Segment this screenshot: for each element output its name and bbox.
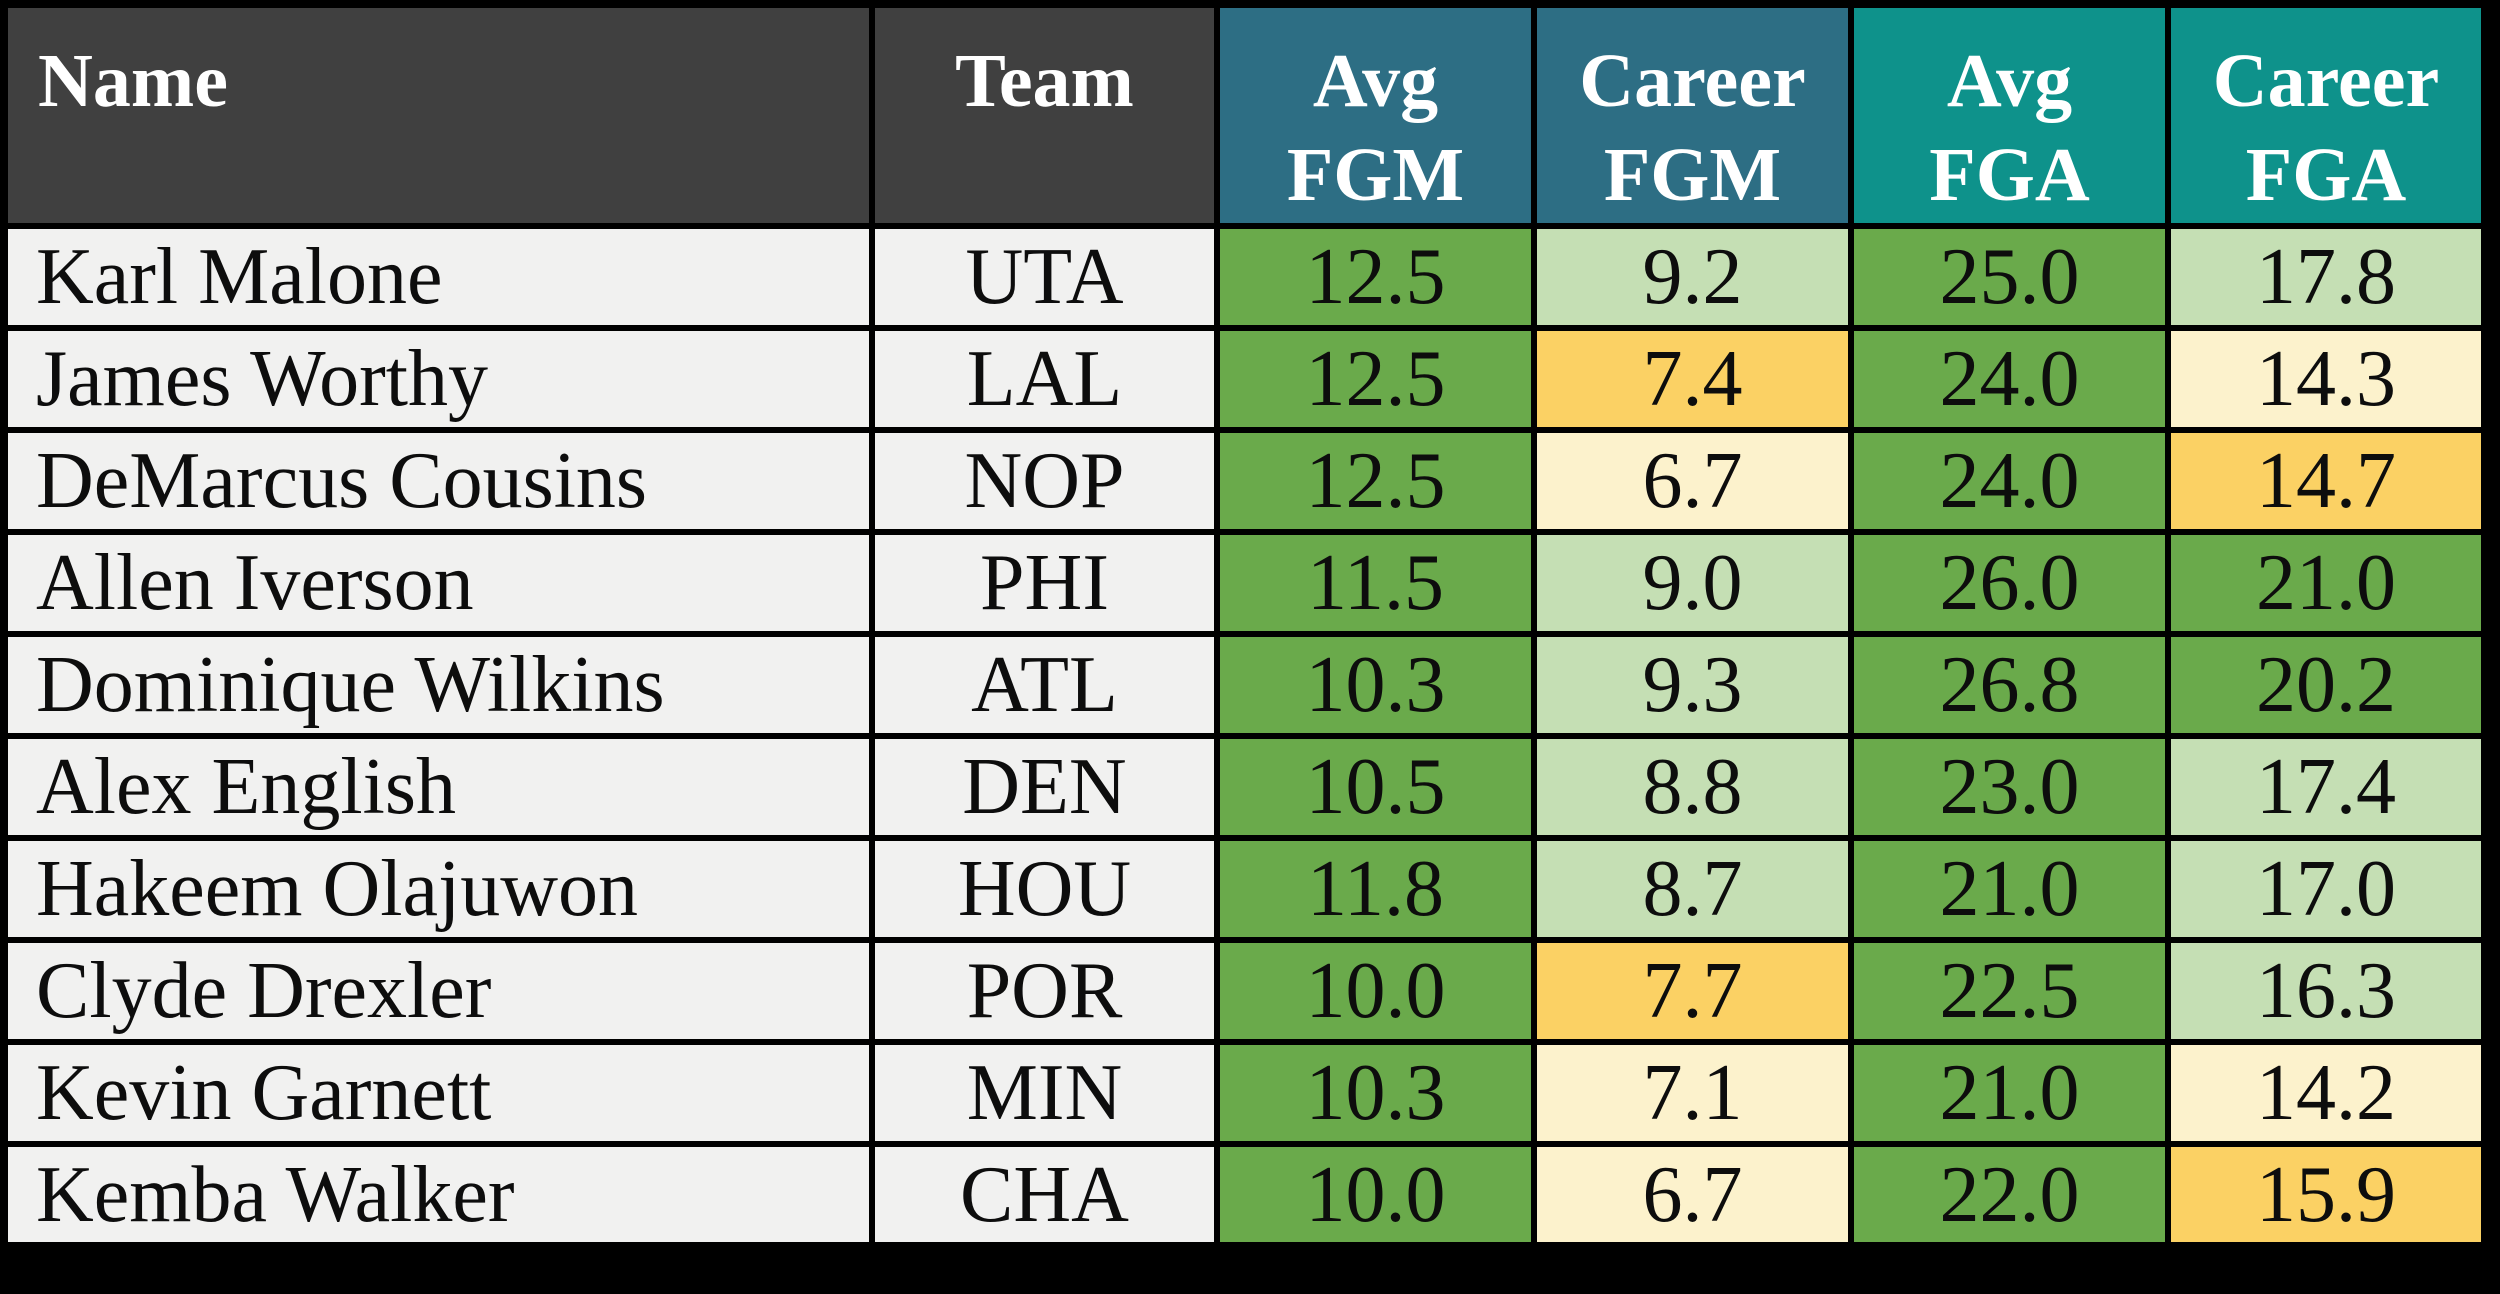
column-header-avg-fga: Avg FGA — [1848, 1, 2171, 229]
cell-avg-fgm: 11.8 — [1214, 835, 1537, 943]
cell-player-name: Alex English — [1, 733, 875, 841]
cell-avg-fga: 26.8 — [1848, 631, 2171, 739]
table-row: DeMarcus Cousins NOP 12.5 6.7 24.0 14.7 — [1, 427, 2488, 535]
cell-career-fgm: 9.3 — [1531, 631, 1854, 739]
cell-career-fga: 14.3 — [2165, 325, 2488, 433]
cell-avg-fga: 24.0 — [1848, 325, 2171, 433]
cell-player-name: Hakeem Olajuwon — [1, 835, 875, 943]
cell-career-fga: 21.0 — [2165, 529, 2488, 637]
table-row: Allen Iverson PHI 11.5 9.0 26.0 21.0 — [1, 529, 2488, 637]
table-row: Kevin Garnett MIN 10.3 7.1 21.0 14.2 — [1, 1039, 2488, 1147]
cell-player-name: Karl Malone — [1, 223, 875, 331]
column-header-career-fgm: Career FGM — [1531, 1, 1854, 229]
cell-team: PHI — [869, 529, 1220, 637]
cell-team: CHA — [869, 1141, 1220, 1249]
cell-avg-fga: 22.0 — [1848, 1141, 2171, 1249]
cell-player-name: Clyde Drexler — [1, 937, 875, 1045]
cell-avg-fgm: 10.5 — [1214, 733, 1537, 841]
cell-team: UTA — [869, 223, 1220, 331]
table-row: Karl Malone UTA 12.5 9.2 25.0 17.8 — [1, 223, 2488, 331]
cell-avg-fgm: 12.5 — [1214, 427, 1537, 535]
cell-player-name: DeMarcus Cousins — [1, 427, 875, 535]
cell-career-fgm: 9.0 — [1531, 529, 1854, 637]
cell-avg-fga: 24.0 — [1848, 427, 2171, 535]
table-row: Clyde Drexler POR 10.0 7.7 22.5 16.3 — [1, 937, 2488, 1045]
cell-career-fgm: 7.7 — [1531, 937, 1854, 1045]
cell-career-fgm: 7.4 — [1531, 325, 1854, 433]
cell-career-fgm: 8.7 — [1531, 835, 1854, 943]
column-header-avg-fgm: Avg FGM — [1214, 1, 1537, 229]
column-header-team: Team — [869, 1, 1220, 229]
table-row: Alex English DEN 10.5 8.8 23.0 17.4 — [1, 733, 2488, 841]
table-row: James Worthy LAL 12.5 7.4 24.0 14.3 — [1, 325, 2488, 433]
cell-player-name: James Worthy — [1, 325, 875, 433]
cell-avg-fgm: 12.5 — [1214, 223, 1537, 331]
cell-player-name: Kemba Walker — [1, 1141, 875, 1249]
table-row: Dominique Wilkins ATL 10.3 9.3 26.8 20.2 — [1, 631, 2488, 739]
table-row: Kemba Walker CHA 10.0 6.7 22.0 15.9 — [1, 1141, 2488, 1249]
cell-player-name: Kevin Garnett — [1, 1039, 875, 1147]
cell-avg-fga: 26.0 — [1848, 529, 2171, 637]
cell-career-fga: 14.2 — [2165, 1039, 2488, 1147]
cell-career-fgm: 6.7 — [1531, 427, 1854, 535]
cell-career-fgm: 9.2 — [1531, 223, 1854, 331]
column-header-name: Name — [1, 1, 875, 229]
cell-avg-fga: 22.5 — [1848, 937, 2171, 1045]
cell-avg-fgm: 10.3 — [1214, 631, 1537, 739]
cell-team: POR — [869, 937, 1220, 1045]
cell-avg-fgm: 10.3 — [1214, 1039, 1537, 1147]
cell-team: ATL — [869, 631, 1220, 739]
cell-avg-fga: 25.0 — [1848, 223, 2171, 331]
player-stats-table: Name Team Avg FGM Career FGM Avg FGA Car… — [0, 0, 2489, 1250]
cell-team: HOU — [869, 835, 1220, 943]
cell-career-fgm: 8.8 — [1531, 733, 1854, 841]
cell-career-fga: 15.9 — [2165, 1141, 2488, 1249]
cell-career-fga: 20.2 — [2165, 631, 2488, 739]
cell-career-fga: 17.4 — [2165, 733, 2488, 841]
cell-avg-fgm: 11.5 — [1214, 529, 1537, 637]
header-row: Name Team Avg FGM Career FGM Avg FGA Car… — [1, 1, 2488, 229]
table-body: Karl Malone UTA 12.5 9.2 25.0 17.8 James… — [1, 223, 2488, 1249]
cell-avg-fgm: 12.5 — [1214, 325, 1537, 433]
table-row: Hakeem Olajuwon HOU 11.8 8.7 21.0 17.0 — [1, 835, 2488, 943]
table-header: Name Team Avg FGM Career FGM Avg FGA Car… — [1, 1, 2488, 229]
cell-career-fgm: 7.1 — [1531, 1039, 1854, 1147]
cell-avg-fga: 21.0 — [1848, 835, 2171, 943]
column-header-name-label: Name — [38, 39, 228, 123]
cell-avg-fgm: 10.0 — [1214, 937, 1537, 1045]
column-header-career-fga: Career FGA — [2165, 1, 2488, 229]
cell-avg-fga: 21.0 — [1848, 1039, 2171, 1147]
column-header-team-label: Team — [955, 39, 1134, 123]
cell-team: NOP — [869, 427, 1220, 535]
cell-avg-fga: 23.0 — [1848, 733, 2171, 841]
cell-career-fga: 17.8 — [2165, 223, 2488, 331]
cell-team: DEN — [869, 733, 1220, 841]
cell-team: LAL — [869, 325, 1220, 433]
cell-career-fga: 14.7 — [2165, 427, 2488, 535]
cell-player-name: Dominique Wilkins — [1, 631, 875, 739]
cell-career-fgm: 6.7 — [1531, 1141, 1854, 1249]
cell-player-name: Allen Iverson — [1, 529, 875, 637]
cell-team: MIN — [869, 1039, 1220, 1147]
cell-avg-fgm: 10.0 — [1214, 1141, 1537, 1249]
cell-career-fga: 16.3 — [2165, 937, 2488, 1045]
cell-career-fga: 17.0 — [2165, 835, 2488, 943]
